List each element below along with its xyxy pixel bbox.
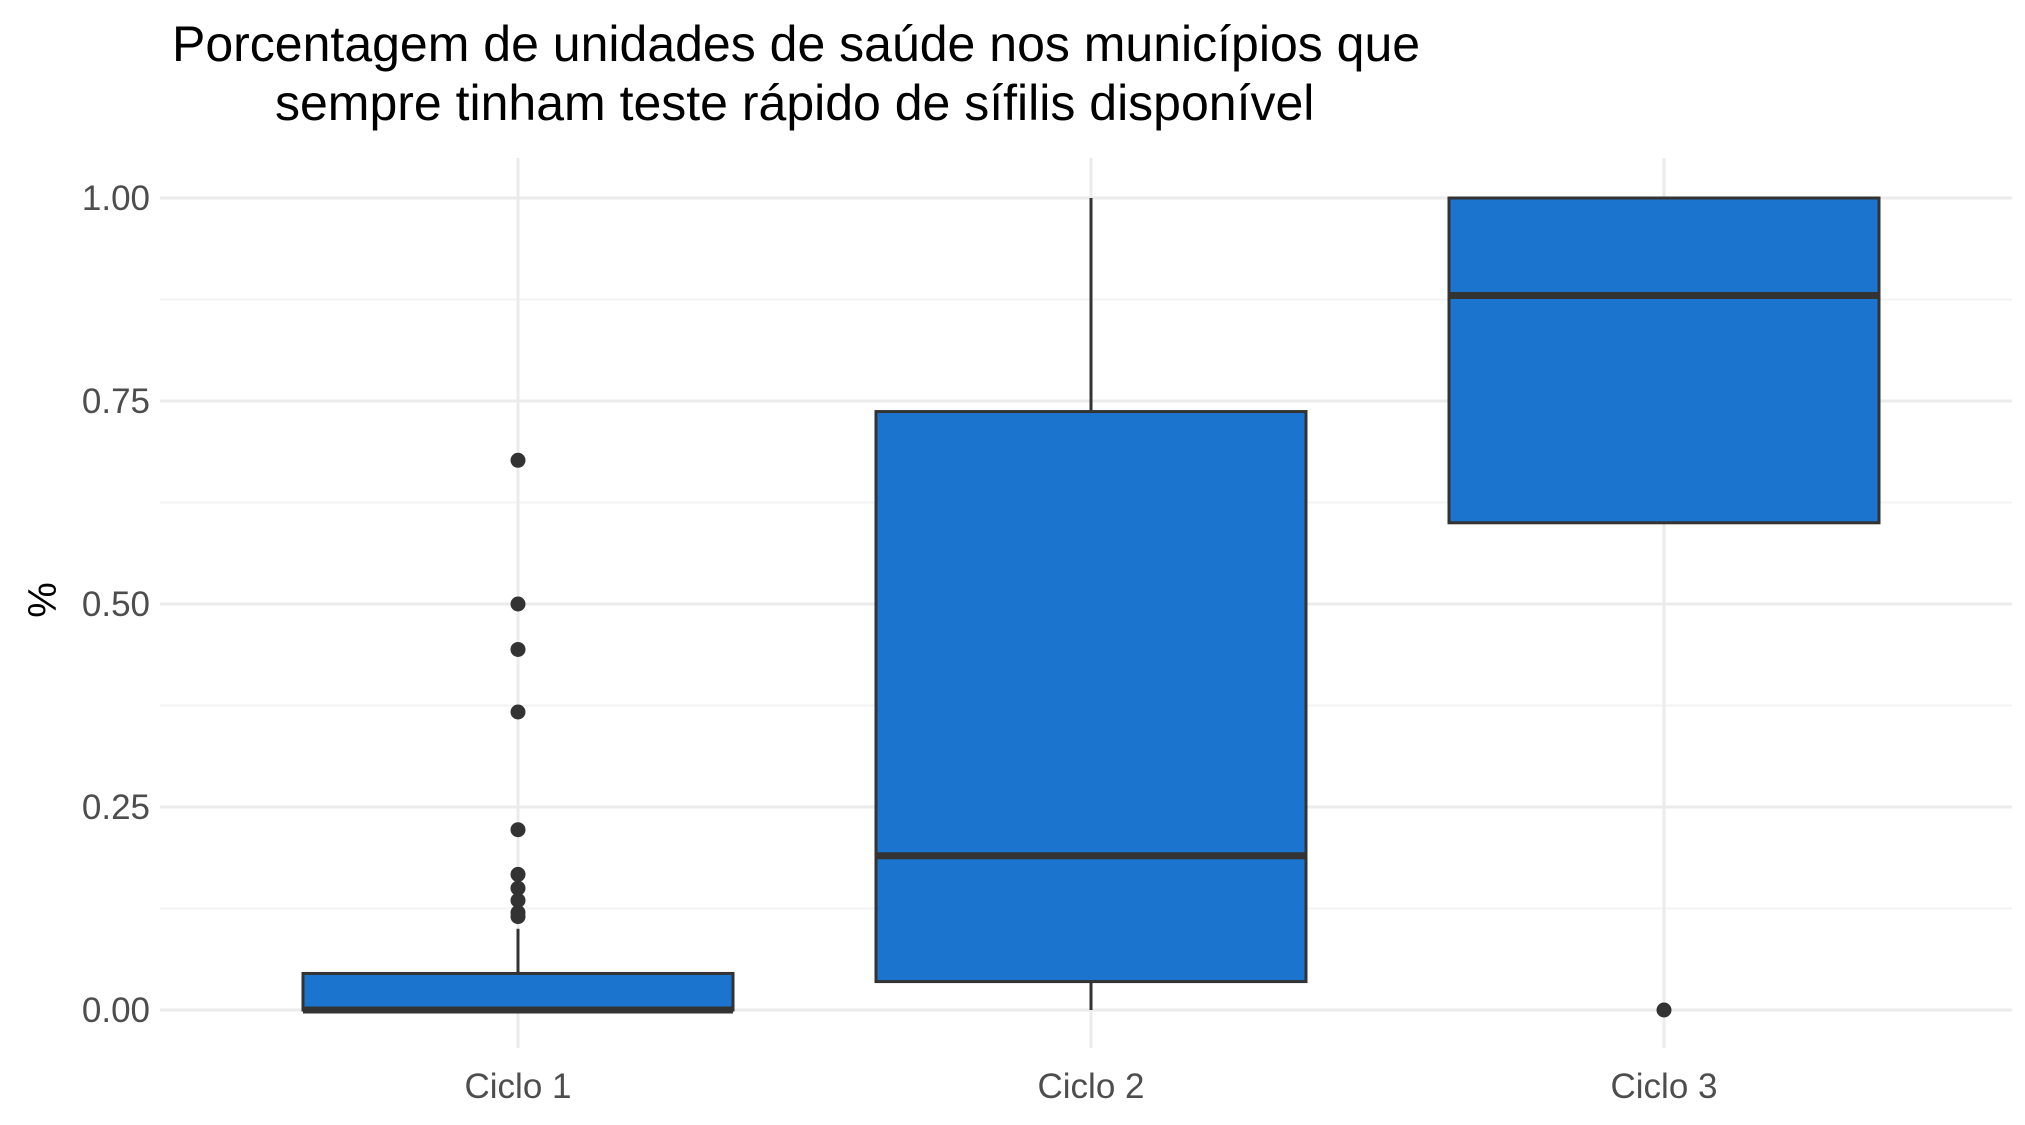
box-0	[301, 971, 735, 1012]
boxplots	[301, 196, 1881, 1018]
y-tick-label-3: 0.75	[82, 382, 150, 421]
outlier-point-0-7	[510, 641, 526, 657]
box-1	[874, 410, 1308, 984]
x-tick-label-2: Ciclo 3	[1611, 1067, 1718, 1106]
outlier-point-0-8	[510, 596, 526, 612]
outlier-point-0-4	[510, 866, 526, 882]
outlier-point-0-9	[510, 452, 526, 468]
chart-title-line-2: sempre tinham teste rápido de sífilis di…	[275, 75, 1314, 131]
axis-ticks: 0.00 0.25 0.50 0.75 1.00 Ciclo 1 Ciclo 2 Ciclo …	[82, 179, 1718, 1106]
y-axis-title: %	[21, 582, 65, 618]
y-tick-label-2: 0.50	[82, 585, 150, 624]
y-tick-label-4: 1.00	[82, 179, 150, 218]
outlier-point-2-0	[1656, 1002, 1672, 1018]
chart-title-line-1: Porcentagem de unidades de saúde nos mun…	[172, 16, 1420, 72]
outlier-point-0-6	[510, 704, 526, 720]
x-tick-label-0: Ciclo 1	[465, 1067, 572, 1106]
x-tick-label-1: Ciclo 2	[1038, 1067, 1145, 1106]
box-2	[1447, 196, 1881, 525]
outlier-point-0-2	[510, 892, 526, 908]
outlier-point-0-5	[510, 822, 526, 838]
y-tick-label-0: 0.00	[82, 991, 150, 1030]
outlier-point-0-3	[510, 880, 526, 896]
y-tick-label-1: 0.25	[82, 788, 150, 827]
outlier-point-0-1	[510, 905, 526, 921]
